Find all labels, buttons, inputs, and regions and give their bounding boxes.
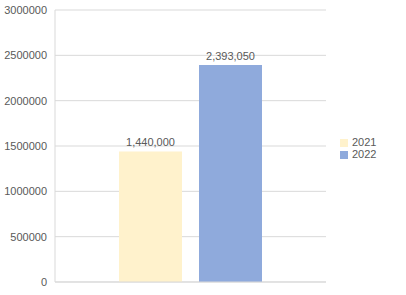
- html-text:2021: 2021: [352, 135, 377, 148]
- svg-text:2000000: 2000000: [8, 95, 47, 107]
- svg-text:0: 0: [41, 276, 47, 288]
- svg-text:2,393,050: 2,393,050: [206, 50, 255, 62]
- html-text:2022: 2022: [352, 147, 377, 160]
- svg-text:1,440,000: 1,440,000: [126, 136, 175, 148]
- svg-text:2500000: 2500000: [8, 49, 47, 61]
- svg-text:1000000: 1000000: [8, 185, 47, 197]
- svg-text:3000000: 3000000: [8, 4, 47, 16]
- svg-text:1500000: 1500000: [8, 140, 47, 152]
- svg-text:500000: 500000: [10, 231, 47, 243]
